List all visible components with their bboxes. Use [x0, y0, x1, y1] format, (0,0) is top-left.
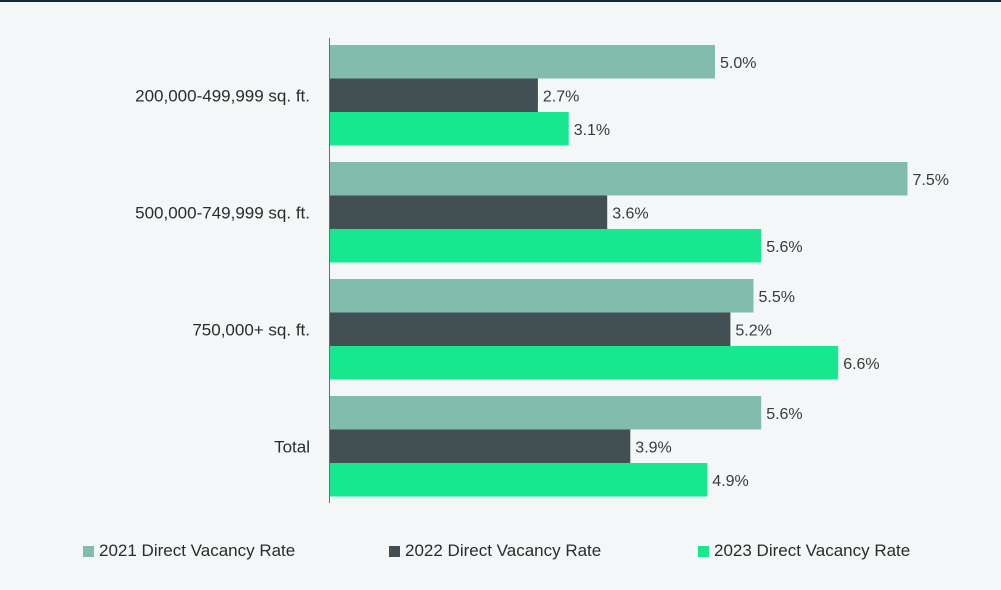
bar-2023 — [330, 346, 839, 380]
bar-2021 — [330, 45, 715, 79]
data-label-2023: 5.6% — [766, 239, 802, 256]
bar-2023 — [330, 463, 708, 497]
bar-2022 — [330, 312, 731, 346]
top-border — [0, 0, 1001, 2]
data-label-2023: 6.6% — [843, 356, 879, 373]
bar-2023 — [330, 229, 762, 263]
legend-label-2022: 2022 Direct Vacancy Rate — [405, 541, 602, 560]
legend-item-2022: 2022 Direct Vacancy Rate — [389, 537, 601, 565]
bar-2022 — [330, 429, 631, 463]
bar-2021 — [330, 279, 754, 313]
legend-swatch-2022 — [389, 545, 400, 557]
data-label-2021: 5.0% — [720, 55, 756, 72]
data-label-2022: 3.6% — [612, 205, 648, 222]
legend-item-2023: 2023 Direct Vacancy Rate — [698, 537, 910, 565]
category-label: 750,000+ sq. ft. — [192, 320, 310, 339]
bar-2023 — [330, 112, 569, 146]
data-label-2022: 5.2% — [735, 322, 771, 339]
category-label: Total — [274, 437, 310, 456]
bar-2022 — [330, 195, 608, 229]
data-label-2023: 4.9% — [712, 473, 748, 490]
bar-chart: 200,000-499,999 sq. ft. 500,000-749,999 s… — [135, 38, 949, 503]
data-label-2022: 2.7% — [543, 88, 579, 105]
chart-legend: 2021 Direct Vacancy Rate 2022 Direct Vac… — [0, 537, 1001, 565]
category-label: 500,000-749,999 sq. ft. — [135, 203, 310, 222]
legend-swatch-2021 — [83, 545, 94, 557]
data-label-2021: 5.5% — [759, 289, 795, 306]
bar-2021 — [330, 162, 908, 196]
data-label-2023: 3.1% — [574, 122, 610, 139]
legend-label-2021: 2021 Direct Vacancy Rate — [99, 541, 296, 560]
legend-item-2021: 2021 Direct Vacancy Rate — [83, 537, 295, 565]
bar-2022 — [330, 78, 538, 112]
data-label-2022: 3.9% — [635, 439, 671, 456]
bar-2021 — [330, 396, 762, 430]
legend-swatch-2023 — [698, 545, 709, 557]
category-label: 200,000-499,999 sq. ft. — [135, 86, 310, 105]
data-label-2021: 5.6% — [766, 406, 802, 423]
legend-label-2023: 2023 Direct Vacancy Rate — [714, 541, 911, 560]
data-label-2021: 7.5% — [913, 172, 949, 189]
